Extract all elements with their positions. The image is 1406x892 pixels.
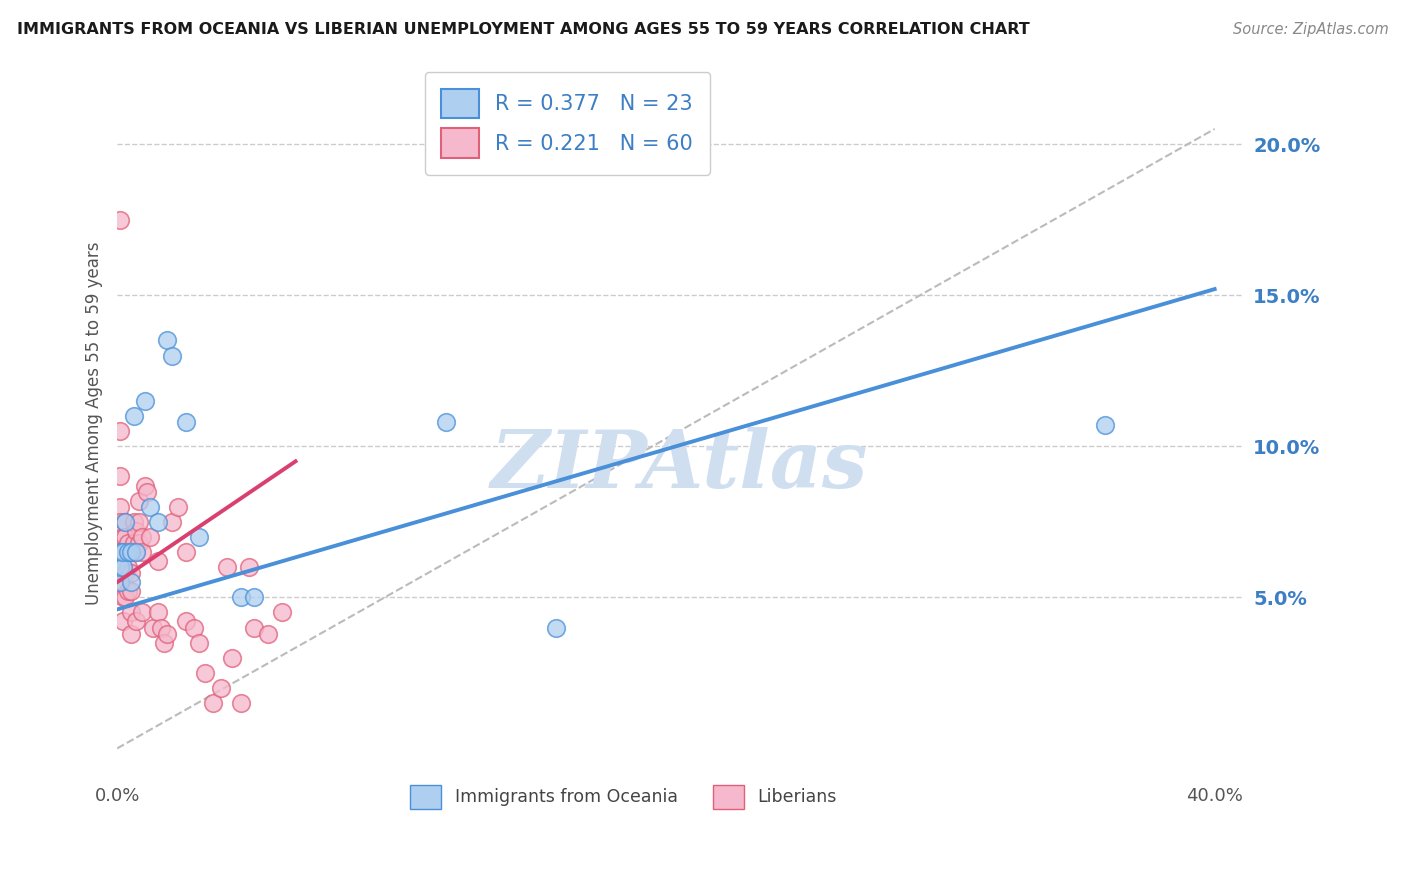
Point bbox=[111, 615, 134, 629]
Point bbox=[243, 620, 266, 634]
Point bbox=[128, 536, 150, 550]
Point bbox=[117, 560, 139, 574]
Point bbox=[122, 515, 145, 529]
Point bbox=[120, 626, 142, 640]
Point bbox=[120, 584, 142, 599]
Point bbox=[114, 545, 136, 559]
Point bbox=[243, 591, 266, 605]
Point bbox=[108, 500, 131, 514]
Point bbox=[108, 424, 131, 438]
Y-axis label: Unemployment Among Ages 55 to 59 years: Unemployment Among Ages 55 to 59 years bbox=[86, 242, 103, 606]
Point bbox=[114, 530, 136, 544]
Point bbox=[194, 665, 217, 680]
Point bbox=[155, 626, 177, 640]
Point bbox=[122, 409, 145, 423]
Point bbox=[114, 515, 136, 529]
Point bbox=[188, 635, 211, 649]
Point bbox=[125, 545, 148, 559]
Point bbox=[136, 484, 159, 499]
Point bbox=[111, 530, 134, 544]
Point bbox=[174, 415, 197, 429]
Point bbox=[211, 681, 233, 695]
Point bbox=[108, 545, 131, 559]
Point bbox=[125, 524, 148, 538]
Point bbox=[183, 620, 205, 634]
Point bbox=[148, 515, 170, 529]
Point bbox=[174, 615, 197, 629]
Point bbox=[131, 545, 153, 559]
Point bbox=[114, 591, 136, 605]
Point bbox=[1094, 418, 1116, 433]
Text: IMMIGRANTS FROM OCEANIA VS LIBERIAN UNEMPLOYMENT AMONG AGES 55 TO 59 YEARS CORRE: IMMIGRANTS FROM OCEANIA VS LIBERIAN UNEM… bbox=[17, 22, 1029, 37]
Point bbox=[153, 635, 176, 649]
Point bbox=[122, 536, 145, 550]
Point bbox=[114, 566, 136, 581]
Point bbox=[134, 393, 156, 408]
Point bbox=[238, 560, 260, 574]
Point bbox=[229, 696, 252, 710]
Point bbox=[134, 478, 156, 492]
Point bbox=[131, 606, 153, 620]
Point bbox=[436, 415, 458, 429]
Point bbox=[215, 560, 238, 574]
Text: ZIPAtlas: ZIPAtlas bbox=[491, 427, 869, 505]
Point bbox=[117, 545, 139, 559]
Point bbox=[111, 591, 134, 605]
Point bbox=[108, 212, 131, 227]
Point bbox=[117, 536, 139, 550]
Point bbox=[111, 560, 134, 574]
Point bbox=[142, 620, 165, 634]
Point bbox=[148, 606, 170, 620]
Point bbox=[120, 606, 142, 620]
Point bbox=[125, 615, 148, 629]
Point bbox=[131, 530, 153, 544]
Point bbox=[128, 515, 150, 529]
Point bbox=[108, 560, 131, 574]
Point bbox=[120, 545, 142, 559]
Point bbox=[546, 620, 568, 634]
Point bbox=[120, 545, 142, 559]
Legend: Immigrants from Oceania, Liberians: Immigrants from Oceania, Liberians bbox=[402, 778, 844, 816]
Point bbox=[166, 500, 188, 514]
Point bbox=[188, 530, 211, 544]
Point bbox=[108, 575, 131, 590]
Point bbox=[257, 626, 280, 640]
Point bbox=[108, 515, 131, 529]
Point bbox=[120, 566, 142, 581]
Point bbox=[150, 620, 173, 634]
Point bbox=[270, 606, 292, 620]
Point bbox=[111, 545, 134, 559]
Point bbox=[139, 500, 162, 514]
Point bbox=[111, 545, 134, 559]
Point bbox=[174, 545, 197, 559]
Point bbox=[120, 575, 142, 590]
Point bbox=[108, 469, 131, 483]
Point bbox=[117, 584, 139, 599]
Point bbox=[202, 696, 225, 710]
Point bbox=[221, 650, 243, 665]
Point bbox=[229, 591, 252, 605]
Point bbox=[160, 515, 183, 529]
Point bbox=[111, 575, 134, 590]
Point bbox=[114, 515, 136, 529]
Point bbox=[160, 349, 183, 363]
Point bbox=[139, 530, 162, 544]
Point bbox=[125, 545, 148, 559]
Point bbox=[108, 545, 131, 559]
Point bbox=[148, 554, 170, 568]
Point bbox=[155, 334, 177, 348]
Point bbox=[128, 493, 150, 508]
Text: Source: ZipAtlas.com: Source: ZipAtlas.com bbox=[1233, 22, 1389, 37]
